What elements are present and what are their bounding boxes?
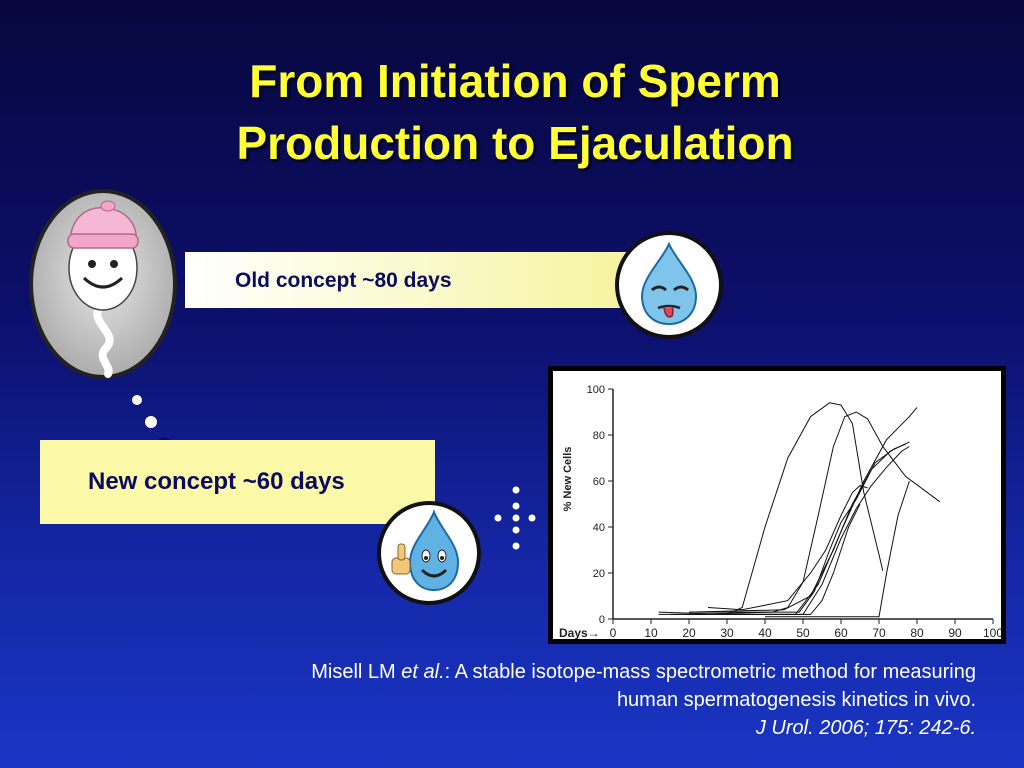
x-tick-label: 0 [610,626,617,639]
series-line-2 [688,411,941,615]
y-tick-label: 100 [587,384,605,396]
citation-line-2: human spermatogenesis kinetics in vivo. [616,689,976,711]
series-line-7 [696,443,906,613]
old-concept-banner: Old concept ~80 days [185,252,655,308]
happy-drop-icon [376,500,482,611]
title-line-2: Production to Ejaculation [236,117,794,169]
x-tick-label: 60 [834,626,848,639]
line-chart: 0 20 40 60 80 100 0 10 20 30 40 50 60 70 80 90 100 Days→%… [559,384,1001,639]
tired-drop-icon [614,230,724,345]
x-tick-label: 80 [910,626,924,639]
citation-etal: et al. [401,661,445,683]
thought-dot-medium [143,414,159,435]
dots-arrow-icon [494,484,538,559]
x-tick-label: 50 [796,626,810,639]
x-tick-label: 40 [758,626,772,639]
y-tick-label: 60 [593,476,605,488]
x-tick-label: 30 [720,626,734,639]
chart-frame: 0 20 40 60 80 100 0 10 20 30 40 50 60 70 80 90 100 Days→%… [548,366,1006,644]
old-concept-label: Old concept ~80 days [235,269,452,292]
slide-title: From Initiation of Sperm Production to E… [120,50,910,174]
y-tick-label: 40 [593,522,605,534]
title-line-1: From Initiation of Sperm [249,55,781,107]
y-tick-label: 80 [593,430,605,442]
series-line-9 [765,480,910,618]
new-concept-banner: New concept ~60 days [40,440,435,524]
citation: Misell LM et al.: A stable isotope-mass … [96,658,976,742]
y-tick-label: 0 [599,614,605,626]
chart-area: 0 20 40 60 80 100 0 10 20 30 40 50 60 70 80 90 100 Days→%… [553,371,1001,639]
new-concept-label: New concept ~60 days [88,468,345,495]
x-tick-label: 20 [682,626,696,639]
series-line-8 [727,503,861,615]
citation-title-part1: : A stable isotope-mass spectrometric me… [444,661,976,683]
citation-author: Misell LM [311,661,402,683]
thought-dot-small [131,393,143,411]
series-line-5 [670,407,918,615]
citation-line-1: Misell LM et al.: A stable isotope-mass … [96,658,976,686]
series-line-3 [707,485,868,611]
x-tick-label: 70 [872,626,886,639]
sperm-cartoon-icon [28,188,178,380]
x-tick-label: 10 [644,626,658,639]
y-axis-label: % New Cells [562,447,574,512]
series-line-6 [658,446,910,615]
series-line-1 [658,402,884,615]
y-tick-label: 20 [593,568,605,580]
x-tick-label: 90 [948,626,962,639]
x-tick-label: 100 [983,626,1001,639]
citation-journal: J Urol. 2006; 175: 242-6. [755,717,976,739]
x-axis-label: Days→ [559,626,600,639]
